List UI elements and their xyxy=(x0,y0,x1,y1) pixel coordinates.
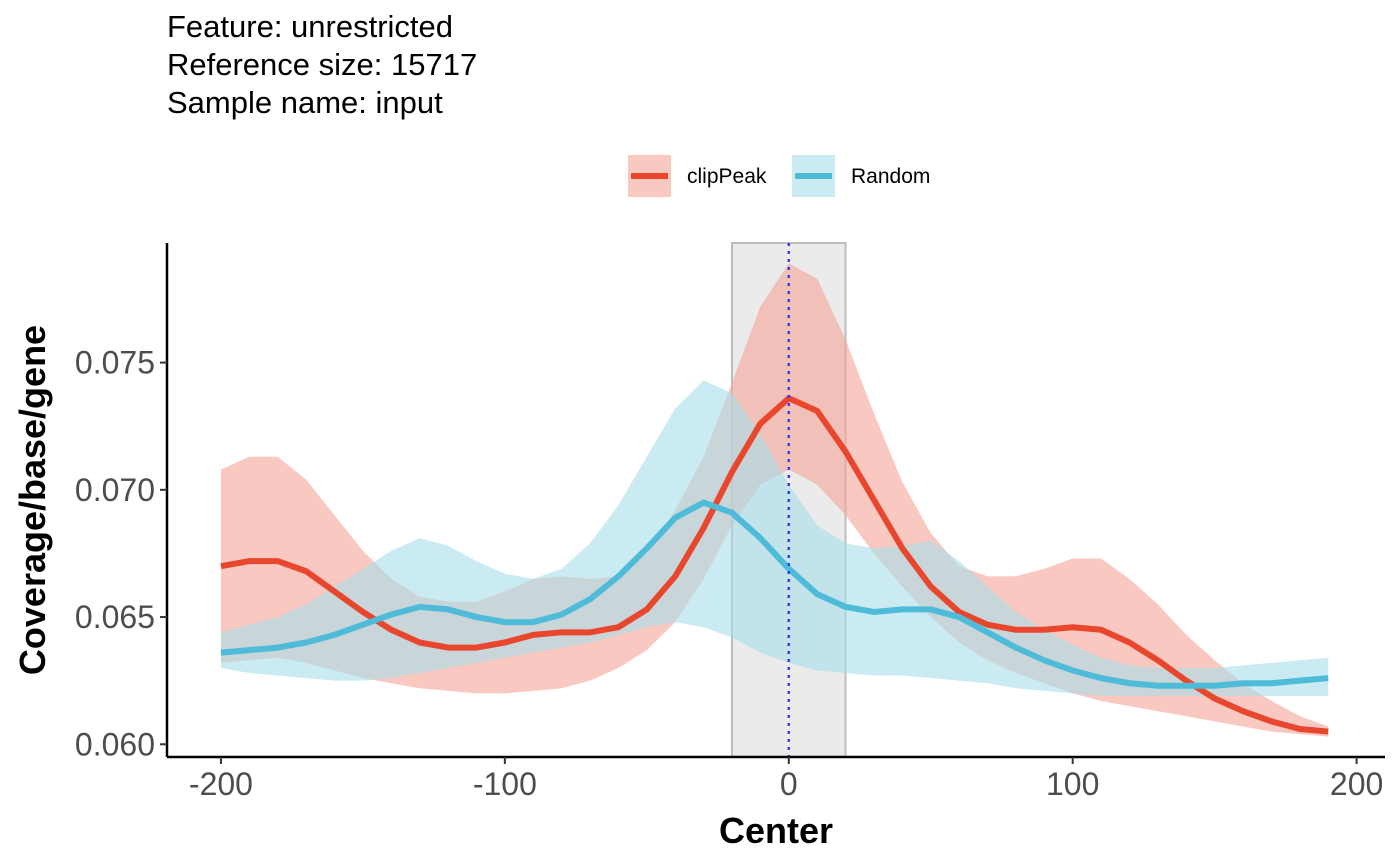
x-tick-label: 200 xyxy=(1330,766,1383,802)
line-clippeak xyxy=(220,395,1329,735)
legend-label: Random xyxy=(851,165,930,188)
legend-label: clipPeak xyxy=(687,165,767,188)
x-axis-title: Center xyxy=(719,810,833,851)
title-reference-size: Reference size: 15717 xyxy=(167,47,478,82)
title-sample-name: Sample name: input xyxy=(167,85,443,120)
x-tick-label: -100 xyxy=(473,766,537,802)
line-random xyxy=(220,499,1329,689)
y-tick-label: 0.070 xyxy=(75,472,155,508)
band-random xyxy=(220,380,1329,696)
legend: clipPeak Random xyxy=(628,155,930,197)
y-tick-label: 0.075 xyxy=(75,345,155,381)
legend-item-random: Random xyxy=(792,155,930,197)
title-feature: Feature: unrestricted xyxy=(167,9,454,44)
chart-title-block: Feature: unrestricted Reference size: 15… xyxy=(167,8,477,122)
x-tick-label: -200 xyxy=(189,766,253,802)
y-tick-label: 0.060 xyxy=(75,726,155,762)
legend-item-clippeak: clipPeak xyxy=(628,155,767,197)
x-tick-label: 0 xyxy=(780,766,798,802)
axes-layer xyxy=(165,243,1385,759)
y-tick-label: 0.065 xyxy=(75,599,155,635)
x-tick-label: 100 xyxy=(1046,766,1099,802)
y-axis-title: Coverage/base/gene xyxy=(12,325,53,675)
ticks-layer: -200 -100 0 100 200 0.060 0.065 0.070 0.075 xyxy=(75,345,1383,802)
series-lines-layer xyxy=(220,395,1329,735)
